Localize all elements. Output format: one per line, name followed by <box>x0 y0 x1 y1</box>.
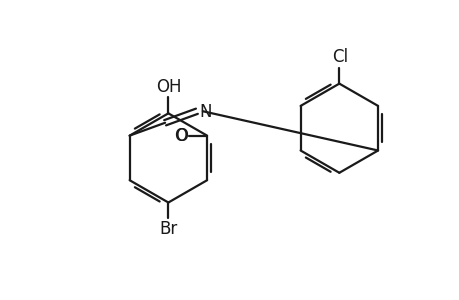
Text: O: O <box>174 127 187 145</box>
Text: Cl: Cl <box>331 48 347 66</box>
Text: O: O <box>175 127 188 145</box>
Text: N: N <box>199 103 212 121</box>
Text: OH: OH <box>156 77 182 95</box>
Text: Br: Br <box>159 220 177 238</box>
